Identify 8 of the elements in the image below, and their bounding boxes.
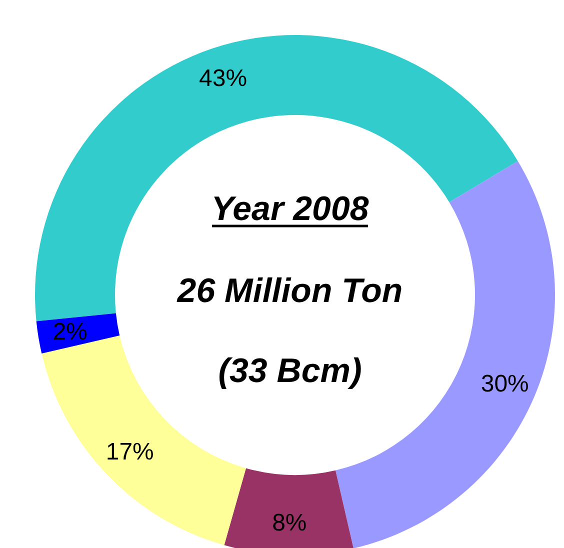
- data-label: 30%: [480, 370, 529, 398]
- data-label: 43%: [199, 65, 248, 92]
- data-label: 8%: [272, 509, 307, 536]
- text: Year 2008: [211, 190, 369, 228]
- data-label: 17%: [106, 438, 154, 466]
- data-label: 2%: [52, 318, 88, 346]
- text: 26 Million Ton: [176, 272, 403, 310]
- text: (33 Bcm): [218, 352, 362, 390]
